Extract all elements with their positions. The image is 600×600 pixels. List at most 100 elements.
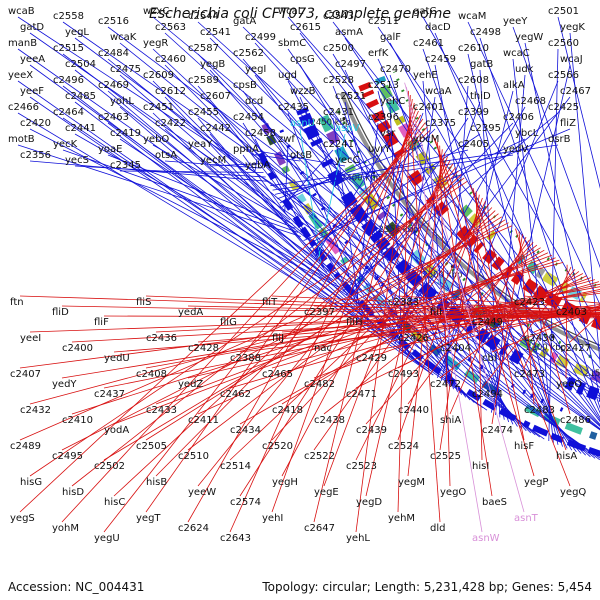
gene-label[interactable]: yoaE: [98, 144, 122, 155]
gene-label[interactable]: c2528: [323, 75, 354, 86]
genome-feature-segment-166[interactable]: [349, 172, 366, 190]
gene-label[interactable]: c2558: [53, 11, 84, 22]
gene-label[interactable]: gatB: [470, 59, 493, 70]
gene-label[interactable]: gatC: [413, 6, 436, 17]
genome-feature-segment-202[interactable]: [372, 175, 376, 179]
gene-label[interactable]: c2494: [472, 389, 503, 400]
gene-label[interactable]: c2434: [230, 425, 261, 436]
genome-feature-segment-206[interactable]: [346, 129, 350, 134]
gene-label[interactable]: c2435: [278, 102, 309, 113]
gene-label[interactable]: asnW: [472, 533, 500, 544]
gene-label[interactable]: c2458: [245, 128, 276, 139]
gene-label[interactable]: yecM: [200, 155, 226, 166]
gene-label[interactable]: c2383: [388, 297, 419, 308]
gene-label[interactable]: yeeF: [20, 86, 44, 97]
gene-label[interactable]: c2563: [155, 22, 186, 33]
gene-label[interactable]: c2522: [304, 451, 335, 462]
genome-feature-segment-44[interactable]: [589, 431, 598, 440]
genome-feature-segment-271[interactable]: [375, 75, 387, 85]
gene-label[interactable]: baeS: [482, 497, 507, 508]
gene-label[interactable]: c2419: [110, 128, 141, 139]
genome-feature-segment-98[interactable]: [320, 206, 326, 211]
gene-label[interactable]: c2426: [398, 333, 429, 344]
gene-label[interactable]: c2420: [20, 118, 51, 129]
gene-label[interactable]: dcd: [245, 96, 263, 107]
gene-label[interactable]: c2404: [440, 343, 471, 354]
genome-feature-segment-199[interactable]: [399, 213, 404, 217]
gene-label[interactable]: wcaB: [8, 6, 35, 17]
genome-feature-segment-302[interactable]: [433, 146, 438, 150]
gene-label[interactable]: fliI: [430, 307, 442, 318]
gene-label[interactable]: yecS: [65, 155, 89, 166]
gene-label[interactable]: c2486: [560, 415, 591, 426]
gene-label[interactable]: dacD: [425, 22, 451, 33]
gene-label[interactable]: c2475: [110, 64, 141, 75]
genome-feature-segment-239[interactable]: [365, 98, 380, 109]
gene-label[interactable]: thiD: [470, 91, 491, 102]
gene-label[interactable]: wcaM: [458, 11, 486, 22]
genome-feature-segment-258[interactable]: [525, 260, 539, 275]
gene-label[interactable]: c2608: [458, 75, 489, 86]
genome-feature-segment-234[interactable]: [407, 169, 425, 187]
gene-label[interactable]: dld: [430, 523, 445, 534]
gene-label[interactable]: c2610: [458, 43, 489, 54]
gene-label[interactable]: c2589: [188, 75, 219, 86]
genome-feature-segment-103[interactable]: [279, 129, 285, 134]
gene-label[interactable]: c2437: [94, 389, 125, 400]
gene-label[interactable]: wcaC: [503, 48, 530, 59]
genome-feature-segment-139[interactable]: [296, 106, 309, 116]
gene-label[interactable]: c2483: [524, 405, 555, 416]
gene-label[interactable]: c2442: [200, 123, 231, 134]
gene-label[interactable]: fliF: [94, 317, 109, 328]
gene-label[interactable]: c2422: [155, 118, 186, 129]
gene-label[interactable]: otsB: [290, 150, 312, 161]
gene-label[interactable]: c2499: [245, 32, 276, 43]
gene-label[interactable]: c2449: [472, 317, 503, 328]
gene-label[interactable]: wzzB: [290, 86, 316, 97]
gene-label[interactable]: c2472: [430, 379, 461, 390]
genome-feature-segment-269[interactable]: [385, 98, 400, 114]
gene-label[interactable]: dsrB: [548, 134, 571, 145]
gene-label[interactable]: yeaY: [188, 139, 213, 150]
gene-label[interactable]: c2463: [98, 112, 129, 123]
gene-label[interactable]: yegU: [94, 533, 120, 544]
gene-label[interactable]: c2406: [503, 112, 534, 123]
gene-label[interactable]: hisC: [104, 497, 125, 508]
gene-label[interactable]: c2514: [220, 461, 251, 472]
gene-label[interactable]: fliH: [346, 317, 363, 328]
gene-label[interactable]: c2436: [146, 333, 177, 344]
gene-label[interactable]: c2607: [200, 91, 231, 102]
gene-label[interactable]: c2498: [470, 27, 501, 38]
gene-label[interactable]: c2388: [230, 353, 261, 364]
gene-label[interactable]: c2513: [368, 80, 399, 91]
gene-label[interactable]: vsr: [380, 128, 396, 139]
gene-label[interactable]: shiA: [440, 415, 461, 426]
gene-label[interactable]: c2505: [136, 441, 167, 452]
genome-feature-segment-231[interactable]: [456, 225, 473, 242]
gene-label[interactable]: erfK: [368, 48, 389, 59]
gene-label[interactable]: c2467: [560, 86, 591, 97]
genome-feature-segment-45[interactable]: [564, 422, 583, 435]
gene-label[interactable]: cpsG: [290, 54, 315, 65]
gene-label[interactable]: c2438: [314, 415, 345, 426]
genome-feature-segment-151[interactable]: [555, 354, 570, 369]
gene-label[interactable]: c2460: [155, 54, 186, 65]
genome-feature-segment-224[interactable]: [522, 278, 539, 295]
gene-label[interactable]: c2423: [514, 297, 545, 308]
genome-feature-segment-265[interactable]: [415, 150, 431, 166]
gene-label[interactable]: gatD: [20, 22, 44, 33]
gene-label[interactable]: pphA: [233, 144, 259, 155]
gene-label[interactable]: c2428: [188, 343, 219, 354]
genome-feature-segment-163[interactable]: [376, 210, 388, 221]
gene-label[interactable]: c2459: [425, 54, 456, 65]
gene-label[interactable]: c2495: [52, 451, 83, 462]
gene-label[interactable]: uvrY: [368, 144, 391, 155]
gene-label[interactable]: c2516: [98, 16, 129, 27]
gene-label[interactable]: ybcM: [413, 134, 439, 145]
genome-feature-segment-96[interactable]: [344, 239, 349, 245]
gene-label[interactable]: c2431: [323, 107, 354, 118]
gene-label[interactable]: wcaL: [278, 6, 304, 17]
gene-label[interactable]: c2624: [178, 523, 209, 534]
gene-label[interactable]: zwf: [278, 134, 295, 145]
